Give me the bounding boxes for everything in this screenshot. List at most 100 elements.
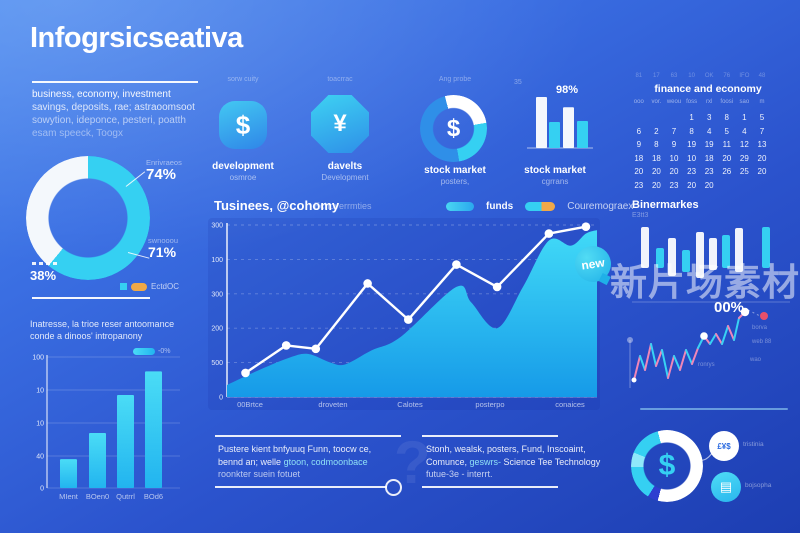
calendar-cell: 7	[759, 126, 765, 136]
icon-label: stock market	[524, 165, 586, 176]
legend-swatch-cyan	[120, 283, 127, 290]
calendar-cell: vor.	[651, 99, 662, 105]
calendar-cell: 18	[704, 153, 714, 163]
dollar-icon: $	[446, 114, 461, 142]
calendar-cell: 18	[634, 153, 644, 163]
icon-sublabel: osmroe	[229, 173, 257, 182]
intro-line: sowytion, ideponce, pesteri, poatth	[32, 115, 186, 126]
intro-line: business, economy, investment	[32, 89, 171, 100]
svg-text:Qutrrl: Qutrrl	[116, 492, 135, 501]
calendar-cell: foss	[686, 99, 698, 105]
note-span: bennd an; welle	[218, 456, 284, 467]
calendar-cell: ooo	[633, 99, 644, 105]
performance-bar-chart: 100 10 10 40 0 MIent BOen0 Qutrrl BOd6	[32, 355, 180, 501]
note-span: geswrs-	[469, 456, 504, 467]
calendar-cell: 20	[669, 167, 679, 177]
calendar-cell: 17	[653, 73, 660, 79]
circle-label: tristinia	[743, 441, 764, 448]
zigzag-note: wao	[750, 357, 762, 363]
svg-text:posterpo: posterpo	[475, 400, 504, 409]
legend-label: -0%	[158, 348, 171, 355]
note-span: Comunce,	[426, 456, 470, 467]
note-line: roonkter suein fotuet	[218, 469, 301, 479]
minibar-callout: 98%	[556, 84, 579, 96]
svg-text:MIent: MIent	[59, 492, 79, 501]
note-line: Comunce, geswrs- Science Tee Technology	[426, 456, 600, 469]
calendar-cell: 1	[689, 113, 694, 122]
donut-side-value: 38%	[30, 268, 57, 283]
svg-text:BOd6: BOd6	[144, 492, 163, 501]
calendar-cell: 6	[636, 126, 642, 136]
calendar-title: finance and economy	[654, 83, 762, 95]
note-span: gtoon, codmoonbace	[283, 456, 368, 467]
axis-caption: 35	[514, 79, 522, 86]
calendar-cell	[736, 179, 754, 193]
circle-label: bojsopha	[745, 482, 772, 489]
watermark-text: 新片场素材	[610, 262, 800, 303]
icon-label: development	[212, 161, 274, 172]
calendar-cell: 48	[758, 73, 766, 79]
calendar-cell: 81	[635, 73, 643, 79]
performance-legend: -0%	[133, 348, 170, 355]
svg-text:droveten: droveten	[318, 400, 347, 409]
calendar-cell: 12	[739, 140, 749, 150]
calendar-cell: 4	[742, 126, 747, 136]
legend-label: EctdOC	[151, 282, 180, 291]
calendar-cell: 20	[634, 167, 644, 177]
calendar-weekday-row: ooo vor. weou foss rxl foosi sao m	[630, 99, 771, 105]
calendar-cell: 10	[669, 153, 679, 163]
calendar-cell: 20	[704, 180, 714, 190]
calendar-cell: 10	[688, 73, 695, 79]
title-divider	[32, 81, 198, 83]
svg-text:10: 10	[36, 388, 44, 395]
svg-text:conaices: conaices	[555, 400, 585, 409]
note-block-a: Pustere kient bnfyuuq Funn, toocw ce, be…	[218, 443, 371, 481]
donut-callout-value: 71%	[148, 244, 177, 260]
svg-text:300: 300	[211, 223, 223, 230]
calendar-cell: 4	[706, 126, 712, 136]
calendar-cell: 18	[651, 153, 661, 163]
calendar-cell: 8	[654, 140, 659, 150]
svg-text:100: 100	[211, 257, 223, 264]
zigzag-callout: 00%	[714, 299, 745, 316]
dash-marks	[32, 262, 58, 265]
section-divider	[32, 297, 150, 299]
allocation-donut	[631, 430, 703, 502]
icon-label: davelts	[327, 161, 363, 172]
zigzag-note: ronrys	[698, 362, 715, 368]
calendar-header-row: 81 17 63 10 OK 76 IFO 48	[630, 73, 771, 79]
calendar-cell: 63	[670, 73, 678, 79]
calendar-cell: 76	[723, 73, 731, 79]
main-chart-legend: funds Couremograex	[446, 201, 633, 212]
calendar-cell: rxl	[706, 99, 713, 105]
yen-icon: ¥	[311, 95, 369, 153]
icon-sublabel: cgrrans	[541, 177, 569, 186]
donut-callout-label: swnooou	[148, 236, 179, 245]
calendar-cell: 20	[757, 153, 767, 163]
icon-caption: sorw cuity	[227, 76, 259, 83]
calendar-cell	[753, 179, 771, 193]
right-chart-subtitle: E3tt3	[632, 212, 649, 219]
calendar-cell: 19	[687, 140, 697, 150]
calendar-cell: 29	[739, 153, 749, 163]
svg-text:0: 0	[40, 486, 44, 493]
question-mark-watermark: ?	[394, 429, 431, 496]
coin-circle: £¥$	[709, 431, 739, 461]
note-block-b: Stonh, wealsk, posters, Fund, Inscoaint,…	[426, 443, 600, 481]
page-title: Infogrsicseativa	[30, 22, 243, 54]
legend-label: Couremograex	[567, 201, 634, 212]
legend-swatch-cyan-orange	[525, 202, 556, 211]
svg-text:500: 500	[211, 360, 223, 367]
calendar-cell	[718, 179, 736, 193]
svg-text:40: 40	[36, 454, 44, 461]
calendar-cell: 13	[757, 140, 767, 150]
calendar-cell: 19	[704, 140, 714, 150]
calendar-cell: weou	[666, 99, 682, 105]
icon-sublabel: posters,	[440, 177, 470, 186]
calendar-cell: 26	[722, 167, 732, 177]
calendar-cell: 7	[671, 126, 677, 136]
svg-text:300: 300	[211, 291, 223, 298]
right-divider	[640, 408, 788, 410]
main-chart-title: Tusinees, @cohomy	[214, 198, 340, 213]
intro-paragraph: business, economy, investment savings, d…	[32, 88, 195, 140]
